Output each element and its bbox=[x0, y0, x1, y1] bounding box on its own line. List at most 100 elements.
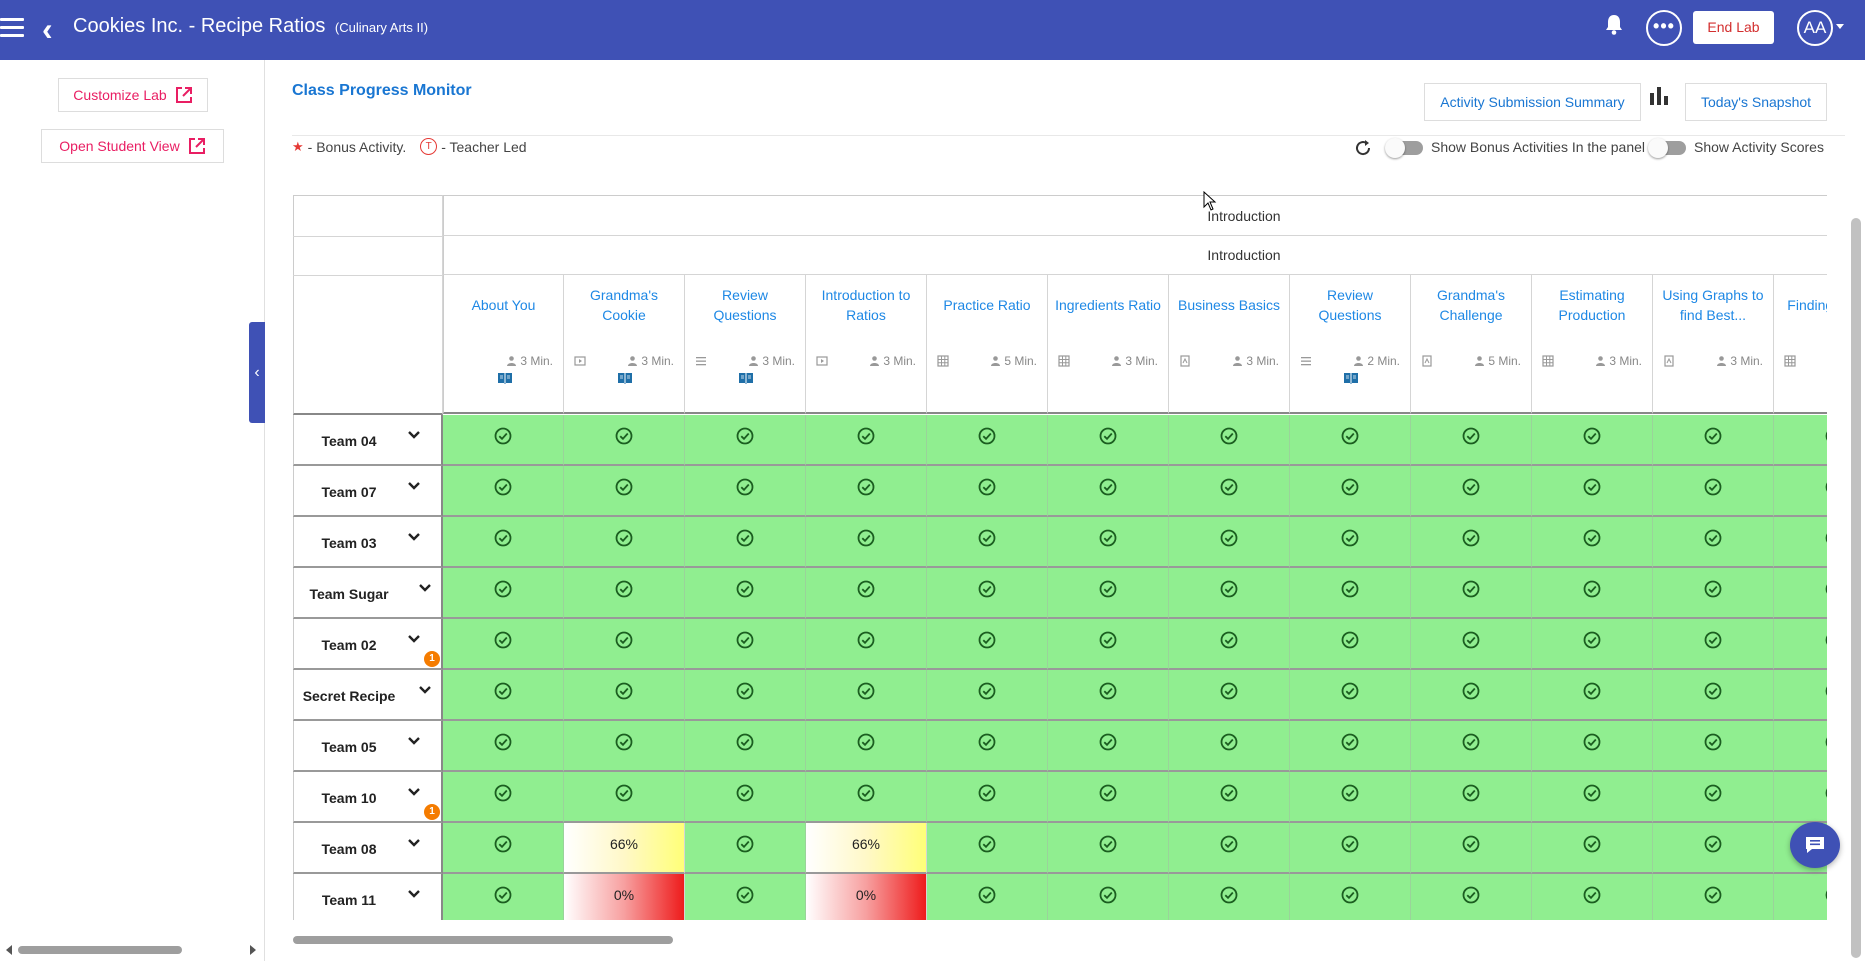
status-cell[interactable] bbox=[927, 619, 1048, 670]
status-cell[interactable] bbox=[1774, 415, 1827, 466]
activity-name-link[interactable]: Practice Ratio bbox=[943, 297, 1031, 313]
status-cell[interactable] bbox=[1774, 772, 1827, 823]
status-cell[interactable] bbox=[1048, 415, 1169, 466]
status-cell[interactable] bbox=[1774, 568, 1827, 619]
team-row-header[interactable]: Team 08 bbox=[293, 823, 443, 874]
team-row-header[interactable]: Team 07 bbox=[293, 466, 443, 517]
status-cell[interactable] bbox=[443, 823, 564, 874]
expand-chevron-icon[interactable] bbox=[407, 532, 421, 541]
status-cell[interactable] bbox=[1532, 466, 1653, 517]
status-cell[interactable] bbox=[1774, 721, 1827, 772]
expand-chevron-icon[interactable] bbox=[407, 787, 421, 796]
team-row-header[interactable]: Team 04 bbox=[293, 415, 443, 466]
status-cell[interactable] bbox=[443, 466, 564, 517]
status-cell[interactable] bbox=[1532, 568, 1653, 619]
status-cell[interactable] bbox=[1411, 874, 1532, 920]
status-cell[interactable] bbox=[806, 568, 927, 619]
chat-button[interactable] bbox=[1790, 822, 1840, 868]
activity-name-link[interactable]: Review Questions bbox=[713, 287, 777, 323]
status-cell[interactable] bbox=[443, 568, 564, 619]
status-cell[interactable] bbox=[1532, 823, 1653, 874]
status-cell[interactable] bbox=[685, 619, 806, 670]
status-cell[interactable] bbox=[1411, 415, 1532, 466]
expand-chevron-icon[interactable] bbox=[418, 685, 432, 694]
status-cell[interactable] bbox=[1653, 466, 1774, 517]
status-cell[interactable] bbox=[1169, 619, 1290, 670]
status-cell[interactable] bbox=[1169, 670, 1290, 721]
status-cell[interactable] bbox=[1411, 517, 1532, 568]
status-cell[interactable] bbox=[1653, 415, 1774, 466]
team-row-header[interactable]: Team 03 bbox=[293, 517, 443, 568]
status-cell[interactable] bbox=[1653, 874, 1774, 920]
activity-name-link[interactable]: Review Questions bbox=[1318, 287, 1382, 323]
status-cell[interactable] bbox=[564, 415, 685, 466]
status-cell[interactable] bbox=[927, 823, 1048, 874]
status-cell[interactable] bbox=[927, 670, 1048, 721]
activity-submission-summary-button[interactable]: Activity Submission Summary bbox=[1424, 83, 1641, 121]
status-cell[interactable] bbox=[443, 415, 564, 466]
status-cell[interactable] bbox=[806, 415, 927, 466]
show-bonus-toggle[interactable] bbox=[1385, 138, 1423, 158]
status-cell[interactable]: 0% bbox=[806, 874, 927, 920]
status-cell[interactable] bbox=[1532, 772, 1653, 823]
status-cell[interactable] bbox=[685, 670, 806, 721]
status-cell[interactable] bbox=[927, 517, 1048, 568]
team-row-header[interactable]: Team 05 bbox=[293, 721, 443, 772]
status-cell[interactable] bbox=[564, 670, 685, 721]
status-cell[interactable] bbox=[1290, 874, 1411, 920]
status-cell[interactable] bbox=[1169, 415, 1290, 466]
status-cell[interactable] bbox=[1048, 874, 1169, 920]
avatar-caret-icon[interactable] bbox=[1836, 24, 1844, 29]
todays-snapshot-button[interactable]: Today's Snapshot bbox=[1685, 83, 1827, 121]
status-cell[interactable] bbox=[1169, 517, 1290, 568]
status-cell[interactable] bbox=[927, 466, 1048, 517]
team-row-header[interactable]: Team 11 bbox=[293, 874, 443, 920]
status-cell[interactable] bbox=[1774, 619, 1827, 670]
status-cell[interactable] bbox=[1048, 517, 1169, 568]
status-cell[interactable] bbox=[806, 721, 927, 772]
user-avatar[interactable]: AA bbox=[1797, 10, 1833, 46]
status-cell[interactable] bbox=[1169, 823, 1290, 874]
status-cell[interactable] bbox=[927, 568, 1048, 619]
status-cell[interactable] bbox=[1048, 568, 1169, 619]
status-cell[interactable] bbox=[1169, 721, 1290, 772]
status-cell[interactable] bbox=[443, 772, 564, 823]
team-row-header[interactable]: Team Sugar bbox=[293, 568, 443, 619]
status-cell[interactable] bbox=[1169, 874, 1290, 920]
status-cell[interactable] bbox=[564, 517, 685, 568]
status-cell[interactable] bbox=[1411, 568, 1532, 619]
activity-name-link[interactable]: Introduction to Ratios bbox=[821, 287, 911, 323]
status-cell[interactable] bbox=[685, 721, 806, 772]
status-cell[interactable] bbox=[806, 517, 927, 568]
status-cell[interactable] bbox=[1048, 670, 1169, 721]
status-cell[interactable] bbox=[806, 466, 927, 517]
status-cell[interactable] bbox=[1532, 721, 1653, 772]
status-cell[interactable]: 66% bbox=[564, 823, 685, 874]
activity-name-link[interactable]: Finding price & bbox=[1787, 297, 1827, 313]
status-cell[interactable]: 0% bbox=[564, 874, 685, 920]
status-cell[interactable] bbox=[1411, 619, 1532, 670]
book-icon[interactable] bbox=[738, 372, 754, 384]
back-icon[interactable]: ‹ bbox=[42, 11, 53, 47]
refresh-icon[interactable] bbox=[1354, 139, 1372, 157]
status-cell[interactable] bbox=[1411, 721, 1532, 772]
book-icon[interactable] bbox=[617, 372, 633, 384]
status-cell[interactable] bbox=[1653, 619, 1774, 670]
expand-chevron-icon[interactable] bbox=[407, 481, 421, 490]
activity-name-link[interactable]: Estimating Production bbox=[1558, 287, 1626, 323]
status-cell[interactable] bbox=[685, 823, 806, 874]
status-cell[interactable] bbox=[1169, 772, 1290, 823]
status-cell[interactable] bbox=[443, 721, 564, 772]
status-cell[interactable] bbox=[1532, 517, 1653, 568]
status-cell[interactable] bbox=[443, 874, 564, 920]
status-cell[interactable] bbox=[443, 619, 564, 670]
activity-name-link[interactable]: Using Graphs to find Best... bbox=[1662, 287, 1764, 323]
team-row-header[interactable]: Team 10 1 bbox=[293, 772, 443, 823]
expand-chevron-icon[interactable] bbox=[407, 736, 421, 745]
status-cell[interactable] bbox=[1290, 670, 1411, 721]
status-cell[interactable] bbox=[685, 466, 806, 517]
status-cell[interactable] bbox=[1169, 568, 1290, 619]
expand-chevron-icon[interactable] bbox=[418, 583, 432, 592]
status-cell[interactable] bbox=[443, 517, 564, 568]
status-cell[interactable] bbox=[1290, 415, 1411, 466]
